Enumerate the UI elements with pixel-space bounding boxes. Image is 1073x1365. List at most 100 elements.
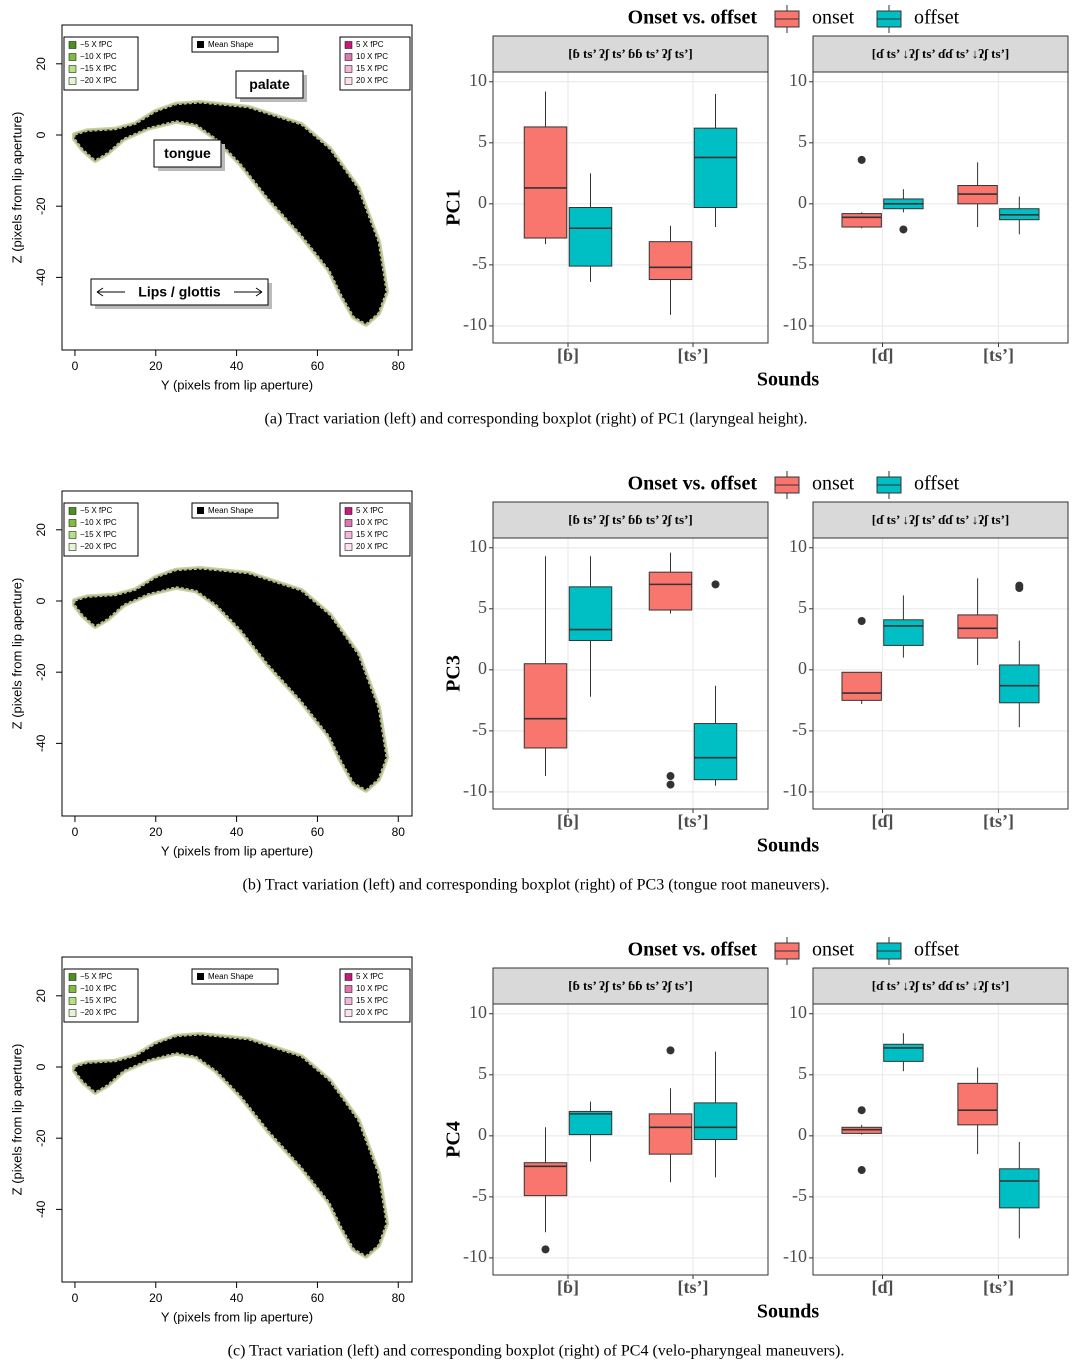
legend-label: 20 X fPC xyxy=(356,1008,388,1017)
x-tick-label: [ɓ] xyxy=(557,1277,579,1297)
x-tick-label: [ts’] xyxy=(678,345,709,365)
legend-title: Onset vs. offset xyxy=(628,7,758,29)
strip-label: [ɓ ts’ ʔʃ ts’ ɓɓ ts’ ʔʃ ts’] xyxy=(568,46,692,61)
panel-border xyxy=(492,1003,769,1276)
x-tick-label: [ts’] xyxy=(678,1277,709,1297)
legend-label: 20 X fPC xyxy=(356,76,388,85)
legend-swatch xyxy=(68,41,77,49)
x-tick-label: 20 xyxy=(149,825,163,839)
legend-swatch xyxy=(344,53,353,61)
x-tick-label: 20 xyxy=(149,1291,163,1305)
legend-swatch xyxy=(344,531,353,539)
variation-dash xyxy=(74,102,387,325)
box xyxy=(957,1082,998,1126)
arrow xyxy=(96,287,125,297)
annotation: Lips / glottis xyxy=(138,284,221,300)
y-axis-title: Z (pixels from lip aperture) xyxy=(9,578,24,730)
panel-border xyxy=(812,71,1069,344)
legend-swatch xyxy=(344,65,353,73)
y-tick-label: 10 xyxy=(469,536,487,556)
legend-label: −5 X fPC xyxy=(80,506,112,515)
y-tick-label: -40 xyxy=(34,1200,48,1218)
y-tick-label: 20 xyxy=(34,523,48,537)
legend-box xyxy=(63,502,139,557)
box xyxy=(693,1102,738,1141)
strip-label: [ɗ ts’ ↓ʔʃ ts’ ɗɗ ts’ ↓ʔʃ ts’] xyxy=(872,978,1009,993)
legend-swatch xyxy=(344,77,353,85)
x-tick-label: 0 xyxy=(72,825,79,839)
legend-label: −20 X fPC xyxy=(80,76,117,85)
y-tick-label: -10 xyxy=(783,1246,807,1266)
legend-box xyxy=(191,36,279,53)
box xyxy=(693,127,738,208)
y-tick-label: 0 xyxy=(798,658,807,678)
legend-box xyxy=(63,36,139,91)
annotation: palate xyxy=(249,76,290,92)
legend-label: 15 X fPC xyxy=(356,530,388,539)
y-tick-label: 5 xyxy=(478,597,487,617)
legend-swatch xyxy=(68,997,77,1005)
y-tick-label: -20 xyxy=(34,1129,48,1147)
y-tick-label: -10 xyxy=(463,780,487,800)
legend-swatch xyxy=(68,519,77,527)
y-tick-label: 0 xyxy=(798,1124,807,1144)
panel xyxy=(813,72,1068,343)
legend-swatch xyxy=(344,973,353,981)
annotation-box xyxy=(235,70,304,99)
annotation-box xyxy=(153,139,222,168)
legend-swatch xyxy=(344,543,353,551)
legend-label: −15 X fPC xyxy=(80,530,117,539)
x-tick-label: 20 xyxy=(149,359,163,373)
x-axis-title: Sounds xyxy=(757,835,819,857)
strip xyxy=(492,35,769,73)
y-tick-label: -5 xyxy=(472,719,487,739)
y-tick-label: 0 xyxy=(34,1063,48,1070)
legend-label: Mean Shape xyxy=(208,506,254,515)
caption: (a) Tract variation (left) and correspon… xyxy=(265,411,808,428)
x-tick-label: 40 xyxy=(230,359,244,373)
box xyxy=(568,586,613,642)
y-tick-label: -5 xyxy=(792,253,807,273)
legend-title: Onset vs. offset xyxy=(628,939,758,961)
y-tick-label: 10 xyxy=(789,536,807,556)
y-tick-label: 0 xyxy=(798,192,807,212)
legend-label: 5 X fPC xyxy=(356,972,384,981)
y-tick-label: -10 xyxy=(783,314,807,334)
box xyxy=(523,1162,568,1197)
outlier xyxy=(541,1245,550,1254)
box xyxy=(883,619,924,646)
legend-label: offset xyxy=(914,939,960,961)
legend-box xyxy=(191,968,279,985)
x-tick-label: [ts’] xyxy=(983,1277,1014,1297)
box xyxy=(957,614,998,639)
y-tick-label: -10 xyxy=(463,1246,487,1266)
y-tick-label: -20 xyxy=(34,663,48,681)
strip xyxy=(812,501,1069,539)
panel-border xyxy=(812,1003,1069,1276)
box xyxy=(568,1110,613,1136)
legend-swatch xyxy=(68,973,77,981)
x-axis-title: Sounds xyxy=(757,1301,819,1323)
legend-label: 10 X fPC xyxy=(356,518,388,527)
legend-swatch xyxy=(68,77,77,85)
y-tick-label: -40 xyxy=(34,734,48,752)
strip xyxy=(492,501,769,539)
y-tick-label: -5 xyxy=(792,1185,807,1205)
y-tick-label: -5 xyxy=(792,719,807,739)
y-tick-label: -5 xyxy=(472,1185,487,1205)
arrow xyxy=(234,287,263,297)
y-tick-label: 20 xyxy=(34,989,48,1003)
x-tick-label: 40 xyxy=(230,825,244,839)
legend-label: −10 X fPC xyxy=(80,52,117,61)
legend-label: −5 X fPC xyxy=(80,972,112,981)
outlier xyxy=(857,1166,866,1175)
legend-label: −10 X fPC xyxy=(80,984,117,993)
legend-box xyxy=(191,502,279,519)
x-tick-label: 80 xyxy=(392,359,406,373)
y-tick-label: -20 xyxy=(34,197,48,215)
legend-swatch xyxy=(68,985,77,993)
legend-box xyxy=(63,968,139,1023)
panel-border xyxy=(492,537,769,810)
legend-label: onset xyxy=(812,473,855,495)
box xyxy=(523,663,568,749)
